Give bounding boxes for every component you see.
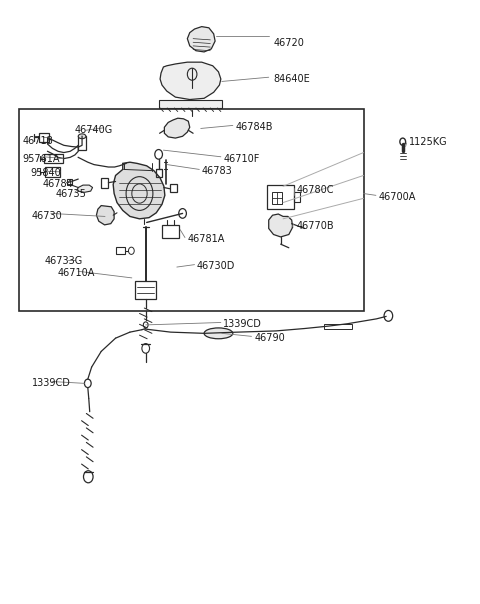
Text: 46710A: 46710A [57,268,95,278]
Bar [169,184,177,192]
Ellipse shape [204,328,233,339]
Bar [267,185,294,209]
Polygon shape [187,27,215,52]
Bar [156,170,161,177]
Text: 95840: 95840 [31,168,61,178]
Ellipse shape [78,134,86,139]
Bar [39,133,48,143]
Text: 46780C: 46780C [297,185,334,195]
Bar [294,192,300,202]
Polygon shape [96,205,114,225]
Text: 46733G: 46733G [45,256,83,266]
Bar [45,167,60,176]
Text: 46784: 46784 [43,179,73,190]
Text: 46781A: 46781A [187,234,225,245]
Text: 46720: 46720 [274,38,304,48]
Text: 1125KG: 1125KG [408,137,447,147]
Polygon shape [164,118,190,138]
Text: 1339CD: 1339CD [223,319,262,329]
Bar [19,109,364,311]
Bar [162,225,179,238]
Text: 46770B: 46770B [297,221,334,231]
Text: 95761A: 95761A [22,153,60,164]
Bar [135,281,156,299]
Text: 1339CD: 1339CD [32,378,71,388]
Text: 46710F: 46710F [223,153,260,164]
Text: 84640E: 84640E [274,74,310,84]
Text: 46718: 46718 [22,135,53,146]
Polygon shape [158,100,222,108]
Bar [67,179,72,185]
Polygon shape [77,185,93,192]
Polygon shape [113,162,165,219]
Text: 46735: 46735 [56,189,86,199]
Text: 46730D: 46730D [197,261,235,271]
Bar [324,324,352,329]
Bar [101,178,108,187]
Bar [44,154,63,164]
Text: 46790: 46790 [254,333,285,343]
Text: 46784B: 46784B [235,122,273,132]
Bar [272,192,282,204]
Text: 46730: 46730 [32,211,62,221]
Text: 46740G: 46740G [75,124,113,135]
Polygon shape [160,62,221,100]
Polygon shape [269,214,293,237]
Bar [78,137,86,150]
Bar [116,247,125,254]
Text: 46783: 46783 [202,165,232,176]
Text: 46700A: 46700A [379,192,416,202]
